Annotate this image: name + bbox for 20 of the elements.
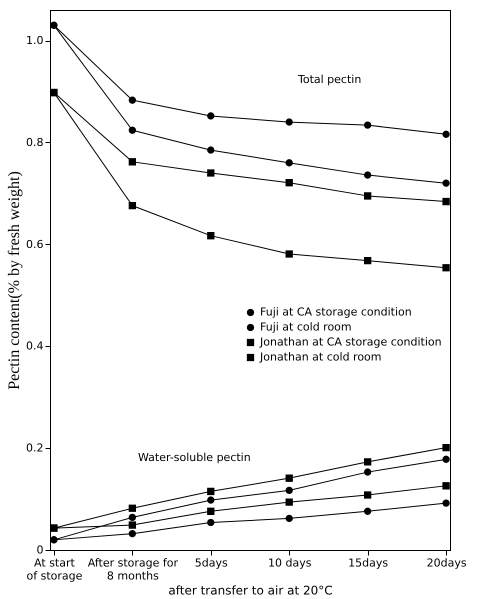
legend-label: Jonathan at cold room — [259, 350, 382, 364]
legend-label: Jonathan at CA storage condition — [259, 336, 442, 348]
y-tick-label: 0.8 — [26, 136, 44, 149]
x-tick-label: 10 days — [268, 556, 312, 570]
x-tick-label: 20days — [426, 556, 467, 570]
annotation: Water-soluble pectin — [138, 451, 251, 464]
x-tick-label: 5days — [194, 556, 228, 570]
y-tick-label: 0.4 — [26, 340, 44, 353]
y-tick-label: 0 — [36, 544, 44, 556]
x-tick-label: After storage for 8 months — [88, 556, 178, 582]
x-tick-label: 15days — [348, 556, 388, 570]
legend-label: Fuji at CA storage condition — [260, 306, 412, 318]
x-axis-title: after transfer to air at 20°C — [168, 584, 333, 598]
y-tick-label: 0.2 — [26, 442, 44, 455]
legend-label: Fuji at cold room — [260, 320, 352, 334]
y-axis-title: Pectin content(% by fresh weight) — [6, 171, 24, 390]
x-tick-label: At start of storage — [26, 556, 83, 582]
y-tick-label: 1.0 — [26, 34, 44, 48]
y-tick-label: 0.6 — [26, 238, 44, 251]
annotation: Total pectin — [297, 73, 362, 86]
